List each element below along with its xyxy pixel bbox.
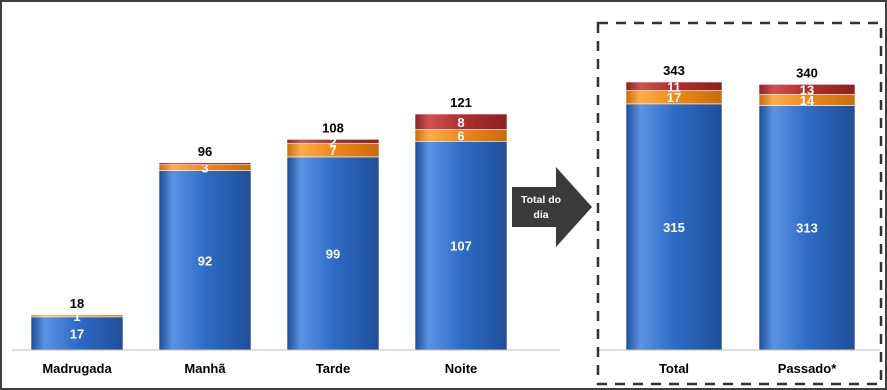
segment-label: 1	[73, 309, 80, 324]
total-label: 121	[450, 95, 472, 110]
segment-label: 99	[326, 246, 340, 261]
total-label: 96	[198, 144, 212, 159]
arrow-text-line1: Total do	[521, 194, 561, 206]
total-arrow: Total do dia	[512, 167, 592, 247]
category-label: Manhã	[184, 361, 226, 376]
segment-label: 92	[198, 253, 212, 268]
total-label: 340	[796, 65, 818, 80]
category-label: Tarde	[316, 361, 350, 376]
period-bars: 17118Madrugada92396Manhã9972108Tarde1076…	[31, 95, 507, 376]
segment-label: 313	[796, 221, 818, 236]
segment-label: 8	[457, 115, 464, 130]
segment-label: 11	[667, 79, 681, 94]
segment-label: 107	[450, 239, 472, 254]
category-label: Noite	[445, 361, 478, 376]
segment-label: 13	[800, 82, 814, 97]
total-label: 343	[663, 63, 685, 78]
segment-label: 2	[329, 134, 336, 149]
category-label: Madrugada	[42, 361, 112, 376]
segment-label: 315	[663, 220, 685, 235]
arrow-text-line2: dia	[533, 209, 548, 221]
category-label: Passado*	[778, 361, 837, 376]
category-label: Total	[659, 361, 689, 376]
total-label: 18	[70, 296, 84, 311]
bar-segment-manh--s2	[159, 163, 251, 165]
arrow-shape	[512, 167, 592, 247]
segment-label: 6	[457, 128, 464, 143]
total-label: 108	[322, 120, 344, 135]
segment-label: 17	[70, 326, 84, 341]
